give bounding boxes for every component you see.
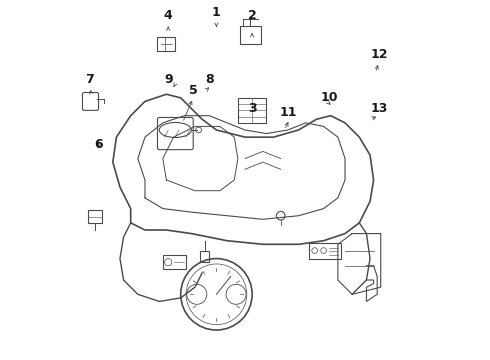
Text: 1: 1 (212, 6, 221, 19)
Bar (88, 210, 102, 223)
Text: 11: 11 (279, 105, 296, 119)
Bar (200, 251, 209, 262)
Text: 5: 5 (189, 84, 197, 97)
Text: 10: 10 (320, 91, 338, 104)
Text: 6: 6 (94, 138, 103, 151)
Text: 9: 9 (164, 73, 172, 86)
Text: 13: 13 (370, 102, 388, 115)
Bar (238, 98, 267, 123)
Bar (163, 255, 186, 269)
Text: 7: 7 (85, 73, 94, 86)
Text: 4: 4 (164, 9, 172, 22)
Text: 2: 2 (248, 9, 257, 22)
Bar (309, 243, 342, 258)
Bar (240, 26, 261, 44)
Text: 3: 3 (248, 102, 256, 115)
Text: 12: 12 (370, 49, 388, 62)
Bar (157, 37, 175, 51)
Text: 8: 8 (205, 73, 214, 86)
